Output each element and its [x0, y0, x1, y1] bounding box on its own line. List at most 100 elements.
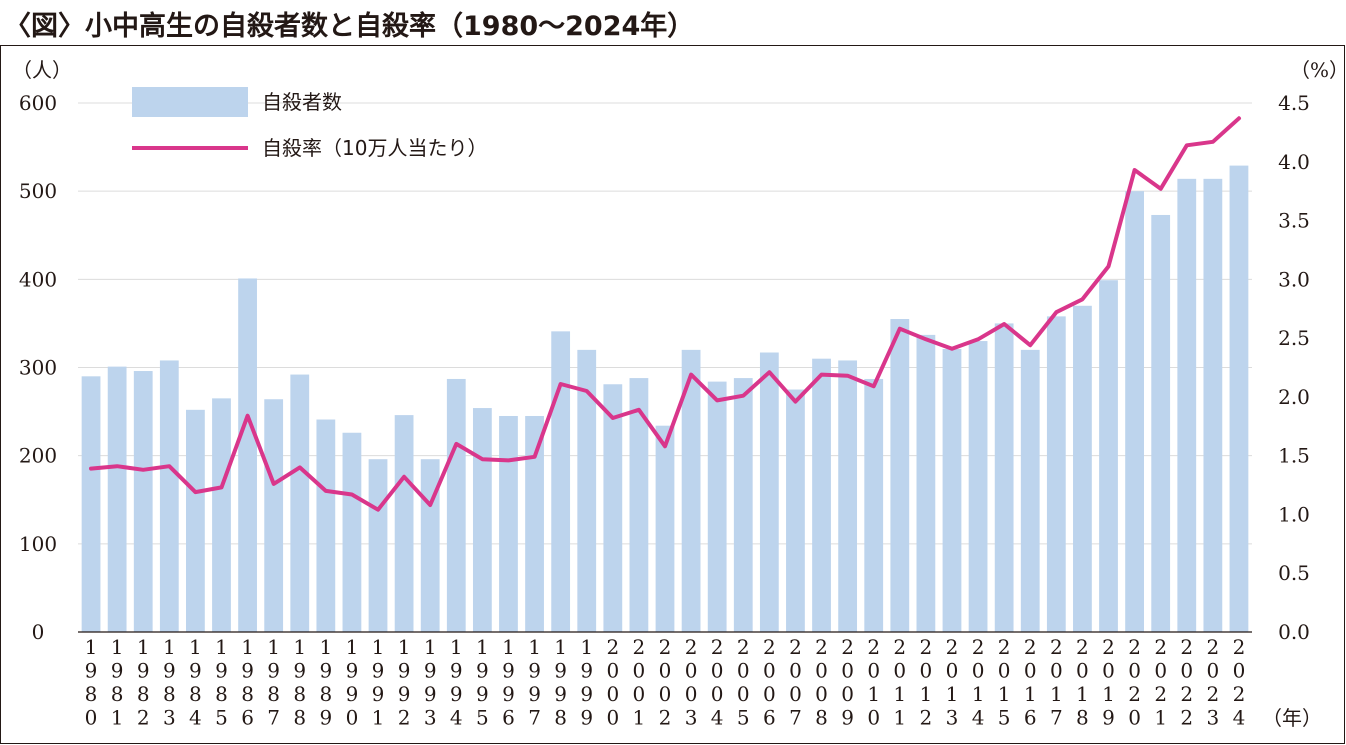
bar — [368, 459, 388, 632]
chart-title: 〈図〉小中高生の自殺者数と自殺率（1980〜2024年） — [4, 11, 695, 42]
line-point — [142, 468, 145, 471]
line-point — [716, 399, 718, 402]
line-point — [246, 414, 249, 417]
bar — [838, 360, 858, 632]
line-point — [272, 483, 275, 485]
line-point — [507, 459, 510, 462]
bar — [864, 378, 884, 632]
bar — [786, 389, 805, 632]
bar — [968, 341, 988, 632]
right-tick-label: 4.0 — [1278, 150, 1310, 174]
left-tick-label: 100 — [19, 532, 57, 556]
left-tick-label: 300 — [19, 356, 57, 380]
bar — [603, 384, 623, 632]
bar — [159, 360, 179, 632]
line-point — [664, 445, 666, 448]
bar — [1046, 316, 1066, 632]
bar — [1125, 191, 1144, 632]
bar — [342, 432, 362, 632]
line-point — [1212, 140, 1214, 143]
bar — [1177, 178, 1197, 632]
bar — [681, 349, 701, 632]
line-point — [585, 390, 588, 392]
line-point — [612, 417, 614, 419]
line-point — [1133, 169, 1136, 171]
bar — [1151, 214, 1171, 632]
line-point — [1107, 265, 1110, 268]
line-point — [846, 374, 849, 377]
axes: 0 100 200 300 400 500 600 0.0 0.5 1.0 1.5 2.0 2.5 3.0… — [12, 58, 1346, 730]
bar — [1073, 305, 1092, 632]
legend-bar-swatch — [132, 87, 248, 117]
left-tick-label: 200 — [19, 444, 57, 468]
bar — [186, 409, 205, 632]
line-point — [977, 338, 979, 341]
right-tick-label: 2.0 — [1278, 385, 1310, 409]
left-tick-label: 500 — [19, 179, 57, 203]
right-tick-label: 2.5 — [1278, 326, 1310, 350]
line-point — [872, 385, 875, 388]
bar — [238, 278, 257, 632]
line-point — [455, 443, 458, 445]
bar-series — [81, 165, 1249, 632]
line-point — [403, 476, 405, 478]
chart: 0 100 200 300 400 500 600 0.0 0.5 1.0 1.5 2.0 2.5 3.0… — [12, 58, 1346, 730]
right-tick-label: 0.0 — [1278, 620, 1310, 644]
left-tick-label: 600 — [19, 91, 57, 115]
bar — [499, 415, 518, 632]
line-point — [1185, 144, 1188, 147]
line-point — [925, 338, 927, 341]
bar — [81, 376, 101, 632]
left-axis-unit: （人） — [12, 58, 72, 82]
line-point — [559, 383, 562, 385]
x-axis-unit: （年） — [1262, 706, 1322, 730]
line-point — [1081, 298, 1084, 301]
line-point — [429, 504, 432, 506]
bar — [290, 374, 310, 632]
line-point — [325, 490, 327, 492]
line-point — [1238, 117, 1240, 120]
line-point — [377, 508, 379, 511]
bar — [733, 378, 753, 632]
bar — [316, 419, 336, 632]
line-point — [1055, 311, 1058, 314]
bar — [916, 334, 936, 632]
bar — [942, 348, 962, 632]
line-point — [1159, 188, 1162, 190]
left-tick-label: 0 — [32, 620, 45, 644]
bar — [525, 415, 544, 632]
right-tick-label: 3.0 — [1278, 267, 1310, 291]
line-point — [794, 400, 797, 403]
bar — [707, 381, 727, 632]
bar — [629, 378, 649, 632]
